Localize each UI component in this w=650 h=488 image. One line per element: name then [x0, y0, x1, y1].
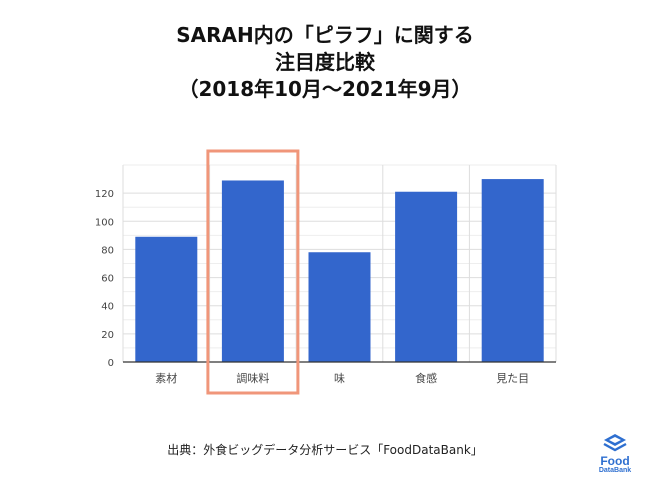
x-tick-label: 調味料: [236, 371, 269, 385]
title-line-2: 注目度比較: [275, 50, 375, 74]
y-tick-label: 0: [108, 358, 114, 369]
x-tick-label: 味: [334, 372, 345, 385]
y-tick-label: 120: [95, 189, 114, 200]
fooddatabank-logo: Food DataBank: [593, 432, 637, 475]
y-tick-label: 80: [101, 245, 114, 256]
source-note: 出典：外食ビッグデータ分析サービス「FoodDataBank」: [167, 443, 483, 457]
y-tick-label: 60: [101, 274, 114, 285]
bar-1: [135, 236, 198, 362]
highlight-box: [206, 149, 300, 395]
bar-3: [308, 252, 371, 362]
y-tick-label: 100: [95, 217, 114, 228]
chart-title: SARAH内の「ピラフ」に関する 注目度比較 （2018年10月〜2021年9月…: [0, 22, 650, 103]
title-line-3: （2018年10月〜2021年9月）: [178, 77, 472, 101]
x-tick-label: 素材: [155, 371, 177, 385]
stacked-bowls-icon: [603, 434, 627, 452]
bar-4: [395, 191, 458, 362]
bar-5: [481, 179, 544, 362]
y-tick-label: 20: [101, 330, 114, 341]
logo-text-databank: DataBank: [598, 467, 632, 474]
logo-text-food: Food: [600, 454, 630, 468]
x-tick-label: 食感: [415, 371, 437, 385]
x-tick-label: 見た目: [496, 372, 529, 385]
y-tick-label: 40: [101, 302, 114, 313]
title-line-1: SARAH内の「ピラフ」に関する: [176, 23, 474, 47]
bar-2: [221, 180, 284, 362]
